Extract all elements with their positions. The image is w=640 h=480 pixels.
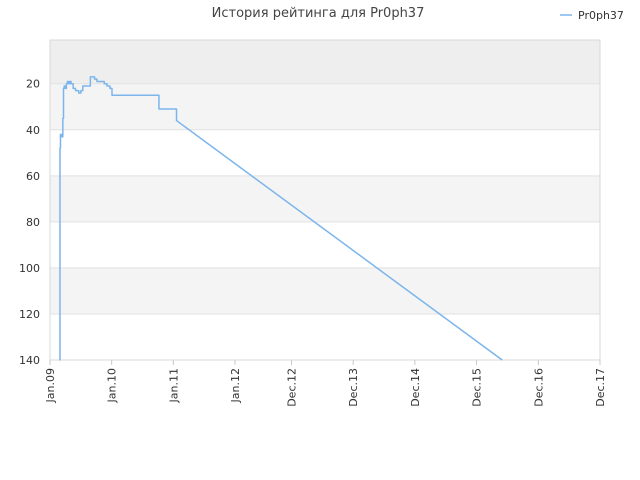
plot-bands [50,40,600,360]
y-tick-label: 80 [26,216,40,229]
x-tick-label: Jan.10 [106,368,119,403]
x-tick-label: Jan.09 [44,368,57,403]
x-tick-label: Dec.14 [409,368,422,407]
x-tick-label: Dec.15 [471,368,484,407]
x-axis: Jan.09 Jan.10 Jan.11 Jan.12 Dec.12 Dec.13 Dec.… [44,360,607,407]
y-tick-label: 100 [19,262,40,275]
x-tick-label: Jan.11 [167,368,180,403]
x-tick-label: Dec.13 [347,368,360,407]
y-tick-label: 40 [26,124,40,137]
grid-lines [49,39,601,361]
series-layer [59,76,503,361]
legend-label: Pr0ph37 [578,9,624,22]
plot-band [50,83,600,130]
plot-band [50,40,600,84]
y-axis: 20 40 60 80 100 120 140 [19,78,40,367]
legend[interactable]: Pr0ph37 [560,9,624,22]
y-tick-label: 120 [19,308,40,321]
y-tick-label: 140 [19,354,40,367]
x-tick-label: Dec.17 [594,368,607,407]
x-tick-label: Jan.12 [229,368,242,403]
plot-band [50,221,600,268]
x-tick-label: Dec.16 [532,368,545,407]
series-line[interactable] [59,76,503,361]
y-tick-label: 20 [26,78,40,91]
chart-title: История рейтинга для Pr0ph37 [212,6,425,21]
x-tick-label: Dec.12 [286,368,299,407]
plot-band [50,175,600,222]
y-tick-label: 60 [26,170,40,183]
plot-border [49,39,601,361]
plot-band [50,267,600,314]
plot-band [50,313,600,360]
plot-band [50,129,600,176]
